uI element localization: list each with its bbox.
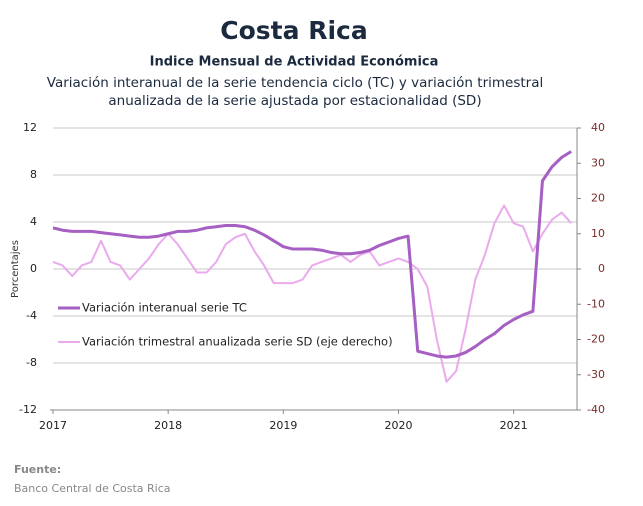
y2-tick-label: -20 bbox=[587, 333, 605, 346]
source-label: Fuente: bbox=[14, 463, 61, 476]
y2-tick-label: -40 bbox=[587, 403, 605, 416]
y2-tick-label: 30 bbox=[591, 156, 605, 169]
y-tick-label: 0 bbox=[30, 262, 37, 275]
chart-title: Costa Rica bbox=[220, 16, 367, 45]
y-tick-label: 4 bbox=[30, 215, 37, 228]
y2-tick-label: 10 bbox=[591, 227, 605, 240]
x-tick-label: 2019 bbox=[269, 419, 297, 432]
y2-tick-label: -10 bbox=[587, 297, 605, 310]
y-tick-label: 8 bbox=[30, 168, 37, 181]
source-text: Banco Central de Costa Rica bbox=[14, 482, 171, 495]
x-tick-label: 2020 bbox=[384, 419, 412, 432]
legend-label: Variación interanual serie TC bbox=[82, 301, 247, 315]
description-box: Variación interanual de la serie tendenc… bbox=[46, 75, 544, 109]
x-tick-label: 2021 bbox=[500, 419, 528, 432]
chart-description: Variación interanual de la serie tendenc… bbox=[46, 75, 544, 109]
y-tick-label: 12 bbox=[23, 121, 37, 134]
y-tick-label: -12 bbox=[19, 403, 37, 416]
y-tick-label: -8 bbox=[26, 356, 37, 369]
y2-tick-label: 0 bbox=[598, 262, 605, 275]
series-line bbox=[52, 150, 573, 359]
y-tick-label: -4 bbox=[26, 309, 37, 322]
y-axis-label: Porcentajes bbox=[10, 240, 21, 298]
x-tick-label: 2017 bbox=[39, 419, 67, 432]
y2-tick-label: 20 bbox=[591, 192, 605, 205]
y2-tick-label: -30 bbox=[587, 368, 605, 381]
chart-subtitle: Indice Mensual de Actividad Económica bbox=[150, 55, 439, 70]
y2-tick-label: 40 bbox=[591, 121, 605, 134]
legend-label: Variación trimestral anualizada serie SD… bbox=[82, 335, 393, 349]
series-line bbox=[52, 204, 572, 383]
x-tick-label: 2018 bbox=[154, 419, 182, 432]
